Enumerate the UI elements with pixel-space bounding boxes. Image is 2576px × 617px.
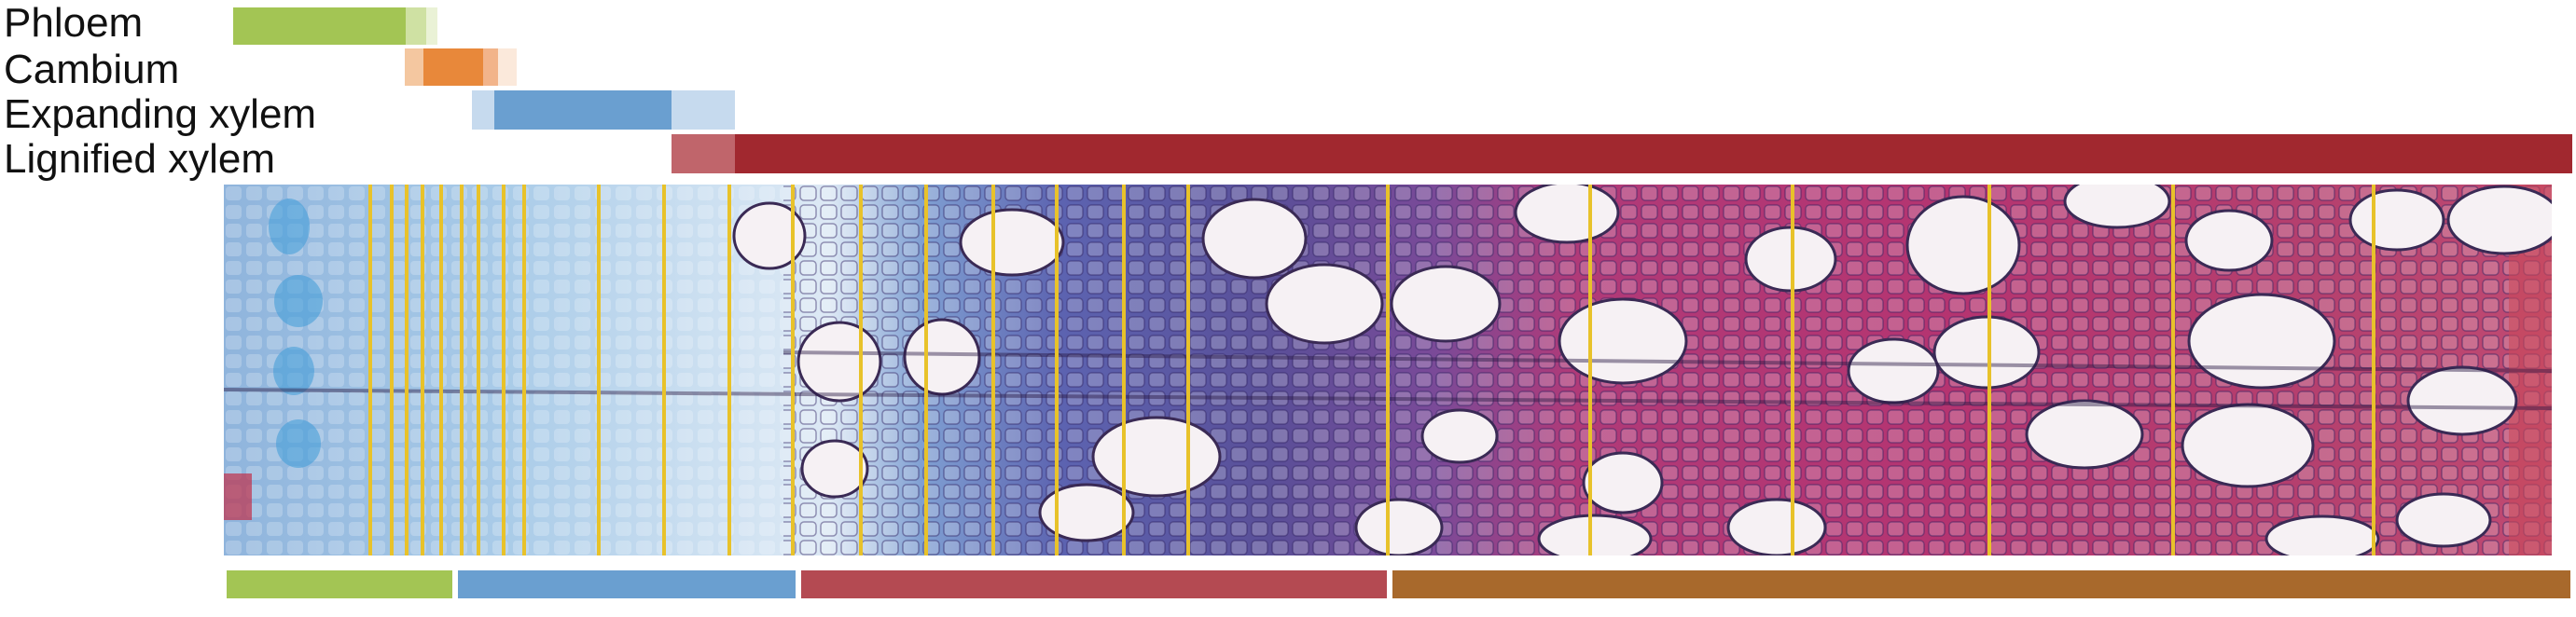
label-lignified-xylem: Lignified xylem	[4, 136, 276, 182]
phloem-bar-fade	[406, 7, 426, 45]
cambium-bar-fade-start	[405, 48, 423, 86]
cambium-bar-fade-end	[498, 48, 517, 86]
zone-bar-expanding	[458, 570, 796, 598]
phloem-bar-fade-end	[426, 7, 437, 45]
expanding-bar-fade-start	[472, 90, 494, 130]
cambium-bar	[423, 48, 483, 86]
label-expanding-xylem: Expanding xylem	[4, 91, 317, 137]
label-cambium: Cambium	[4, 47, 180, 92]
wood-cross-section-image	[224, 185, 2552, 555]
zone-bar-lignifying	[801, 570, 1387, 598]
lignified-bar	[735, 134, 2572, 173]
expanding-bar-fade	[672, 90, 735, 130]
lignified-bar-fade	[672, 134, 735, 173]
label-phloem: Phloem	[4, 0, 144, 46]
expanding-bar	[494, 90, 672, 130]
zone-bar-phloem	[227, 570, 452, 598]
zone-bar-mature	[1392, 570, 2570, 598]
phloem-bar	[233, 7, 406, 45]
cambium-bar-fade	[483, 48, 498, 86]
